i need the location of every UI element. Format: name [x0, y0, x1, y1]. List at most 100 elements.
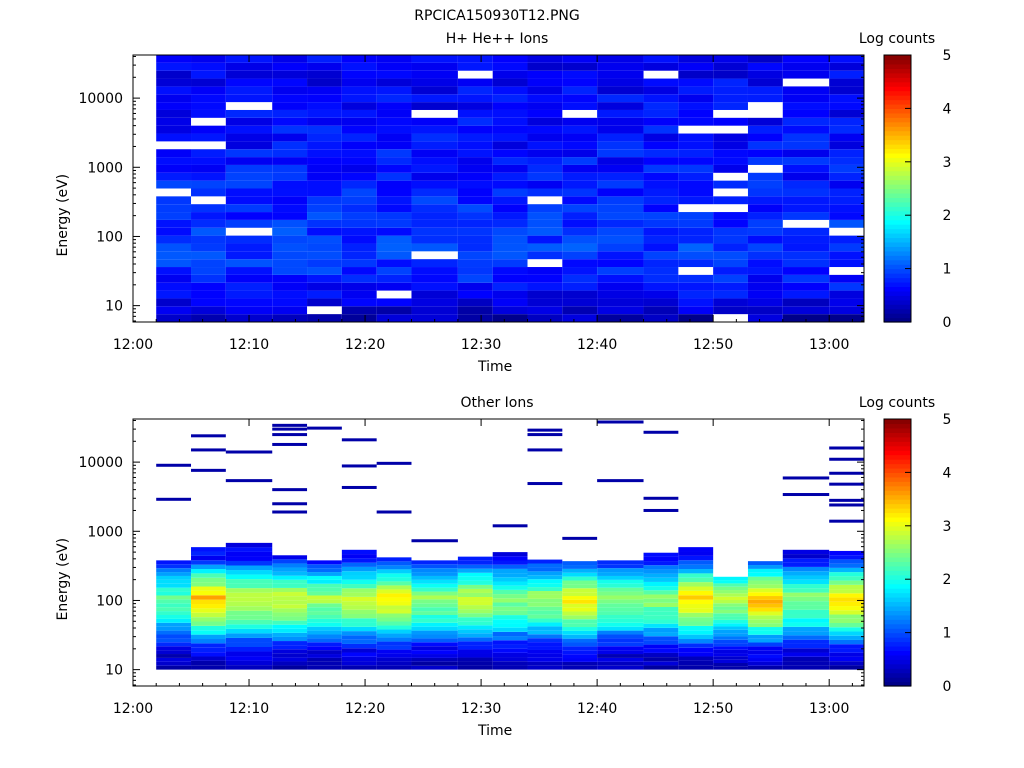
heatmap-cell: [562, 580, 598, 585]
heatmap-cell: [272, 212, 308, 220]
heatmap-cell: [411, 564, 458, 569]
heatmap-cell: [527, 204, 563, 213]
heatmap-cell: [411, 298, 458, 307]
heatmap-cell: [376, 117, 412, 126]
heatmap-cell: [782, 290, 830, 299]
colorbar-segment: [884, 152, 911, 158]
heatmap-cell: [713, 259, 748, 268]
heatmap-cell: [457, 133, 493, 142]
heatmap-cell: [782, 631, 830, 636]
colorbar-segment: [884, 170, 911, 176]
heatmap-cell: [782, 613, 830, 619]
heatmap-cell: [747, 196, 783, 205]
heatmap-cell: [341, 164, 377, 173]
heatmap-cell: [597, 595, 644, 600]
heatmap-cell: [376, 235, 412, 244]
heatmap-cell: [562, 227, 598, 236]
colorbar-segment: [884, 654, 911, 660]
heatmap-cell: [678, 617, 714, 622]
heatmap-cell: [713, 274, 748, 283]
heatmap-cell: [597, 634, 644, 639]
heatmap-cell: [782, 180, 830, 189]
heatmap-cell: [643, 611, 679, 616]
heatmap-cell: [307, 235, 342, 244]
heatmap-cell: [643, 109, 679, 118]
heatmap-cell: [411, 243, 458, 252]
heatmap-cell: [597, 587, 644, 592]
heatmap-cell: [156, 149, 192, 158]
heatmap-cell: [411, 595, 458, 600]
heatmap-cell: [156, 102, 192, 110]
heatmap-cell: [225, 606, 273, 611]
heatmap-cell: [376, 593, 412, 598]
colorbar-segment: [884, 672, 911, 678]
heatmap-cell: [492, 589, 528, 595]
heatmap-cell: [191, 547, 226, 552]
heatmap-cell: [156, 579, 192, 584]
heatmap-cell: [191, 86, 226, 95]
heatmap-cell: [191, 204, 226, 213]
heatmap-cell: [643, 267, 679, 275]
heatmap-cell: [562, 274, 598, 283]
heatmap-cell: [597, 583, 644, 588]
x-tick-label: 13:00: [809, 701, 849, 717]
heatmap-cell: [191, 125, 226, 134]
heatmap-cell: [782, 267, 830, 275]
sparse-hit: [829, 503, 864, 507]
heatmap-cell: [411, 133, 458, 142]
heatmap-cell: [747, 62, 783, 71]
heatmap-cell: [376, 55, 412, 63]
heatmap-cell: [713, 609, 748, 614]
heatmap-cell: [411, 219, 458, 228]
heatmap-cell: [225, 267, 273, 275]
colorbar-segment: [884, 135, 911, 141]
heatmap-cell: [376, 62, 412, 71]
heatmap-cell: [411, 78, 458, 87]
heatmap-cell: [156, 568, 192, 573]
heatmap-cell: [678, 656, 714, 661]
colorbar-tick-label: 5: [943, 412, 952, 428]
heatmap-cell: [527, 235, 563, 244]
x-tick-label: 12:30: [461, 701, 501, 717]
heatmap-cell: [643, 235, 679, 244]
heatmap-cell: [527, 634, 563, 639]
heatmap-cell: [643, 602, 679, 608]
heatmap-cell: [191, 164, 226, 173]
heatmap-cell: [376, 86, 412, 95]
heatmap-cell: [562, 196, 598, 205]
heatmap-cell: [225, 70, 273, 79]
heatmap-cell: [411, 62, 458, 71]
colorbar-segment: [884, 623, 911, 629]
heatmap-cell: [643, 86, 679, 95]
colorbar-segment: [884, 255, 911, 261]
heatmap-cell: [643, 188, 679, 197]
heatmap-cell: [272, 645, 308, 650]
heatmap-cell: [411, 575, 458, 580]
heatmap-cell: [457, 243, 493, 252]
heatmap-cell: [225, 633, 273, 638]
heatmap-cell: [457, 227, 493, 236]
heatmap-cell: [156, 634, 192, 639]
heatmap-cell: [457, 125, 493, 134]
sparse-hit: [225, 479, 273, 483]
heatmap-cell: [643, 594, 679, 599]
heatmap-cell: [747, 157, 783, 165]
colorbar-segment: [884, 637, 911, 643]
heatmap-cell: [376, 314, 412, 322]
heatmap-cell: [747, 235, 783, 244]
colorbar-segment: [884, 81, 911, 87]
heatmap-cell: [597, 638, 644, 643]
heatmap-cell: [782, 549, 830, 555]
heatmap-cell: [191, 251, 226, 260]
heatmap-cell: [492, 564, 528, 569]
heatmap-cell: [713, 94, 748, 103]
heatmap-cell: [829, 62, 864, 71]
heatmap-cell: [782, 622, 830, 627]
heatmap-cell: [457, 645, 493, 650]
heatmap-cell: [411, 661, 458, 666]
heatmap-cell: [713, 251, 748, 260]
heatmap-cell: [527, 219, 563, 228]
heatmap-cell: [307, 587, 342, 592]
heatmap-cell: [597, 188, 644, 197]
